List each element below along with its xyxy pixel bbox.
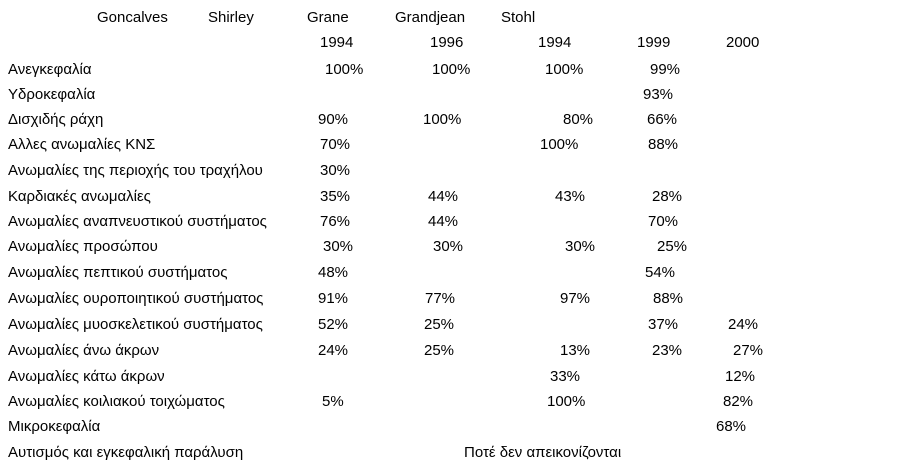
row-label: Ανωμαλίες κοιλιακού τοιχώματος [8, 393, 225, 410]
table-cell: 82% [723, 393, 754, 410]
table-cell: 37% [648, 316, 679, 333]
table-cell: 88% [648, 136, 679, 153]
author-header: Stohl [501, 9, 536, 26]
table-cell: 24% [318, 342, 349, 359]
table-cell: 70% [648, 213, 679, 230]
row-label: Δισχιδής ράχη [8, 111, 104, 128]
year-header: 1994 [320, 34, 354, 51]
author-header: Grane [307, 9, 349, 26]
table-cell: 33% [550, 368, 581, 385]
table-cell: 54% [645, 264, 676, 281]
table-cell: 100% [325, 61, 364, 78]
table-cell: 12% [725, 368, 756, 385]
table-cell: 30% [433, 238, 464, 255]
year-header: 1994 [538, 34, 572, 51]
table-cell: 100% [547, 393, 586, 410]
table-cell: 35% [320, 188, 351, 205]
table-cell: 68% [716, 418, 747, 435]
table-cell: 93% [643, 86, 674, 103]
table-cell: 76% [320, 213, 351, 230]
row-label: Υδροκεφαλία [8, 86, 96, 103]
table-cell: 100% [545, 61, 584, 78]
row-label: Καρδιακές ανωμαλίες [8, 188, 151, 205]
row-label: Αλλες ανωμαλίες ΚΝΣ [8, 136, 156, 153]
table-cell: 66% [647, 111, 678, 128]
row-note: Ποτέ δεν απεικονίζονται [464, 444, 622, 461]
row-label: Ανωμαλίες προσώπου [8, 238, 158, 255]
table-cell: 30% [323, 238, 354, 255]
year-header: 1999 [637, 34, 671, 51]
row-label: Αυτισμός και εγκεφαλική παράλυση [8, 444, 244, 461]
year-header: 2000 [726, 34, 760, 51]
table-cell: 24% [728, 316, 759, 333]
table-cell: 44% [428, 213, 459, 230]
row-label: Ανωμαλίες άνω άκρων [8, 342, 160, 359]
table-cell: 99% [650, 61, 681, 78]
table-cell: 30% [565, 238, 596, 255]
row-label: Ανωμαλίες κάτω άκρων [8, 368, 165, 385]
row-label: Μικροκεφαλία [8, 418, 101, 435]
table-cell: 25% [657, 238, 688, 255]
table-cell: 48% [318, 264, 349, 281]
author-header: Shirley [208, 9, 254, 26]
table-cell: 43% [555, 188, 586, 205]
row-label: Ανεγκεφαλία [8, 61, 92, 78]
table-cell: 13% [560, 342, 591, 359]
table-cell: 30% [320, 162, 351, 179]
table-cell: 90% [318, 111, 349, 128]
table-cell: 25% [424, 316, 455, 333]
table-cell: 91% [318, 290, 349, 307]
table-cell: 100% [432, 61, 471, 78]
table-cell: 44% [428, 188, 459, 205]
table-cell: 88% [653, 290, 684, 307]
table-cell: 70% [320, 136, 351, 153]
table-cell: 80% [563, 111, 594, 128]
row-label: Ανωμαλίες αναπνευστικού συστήματος [8, 213, 267, 230]
row-label: Ανωμαλίες ουροποιητικού συστήματος [8, 290, 264, 307]
table-cell: 97% [560, 290, 591, 307]
table-cell: 100% [423, 111, 462, 128]
row-label: Ανωμαλίες της περιοχής του τραχήλου [8, 162, 263, 179]
row-label: Ανωμαλίες πεπτικού συστήματος [8, 264, 228, 281]
author-header: Goncalves [97, 9, 168, 26]
table-cell: 77% [425, 290, 456, 307]
table-cell: 100% [540, 136, 579, 153]
year-header: 1996 [430, 34, 464, 51]
table-cell: 28% [652, 188, 683, 205]
table-cell: 25% [424, 342, 455, 359]
row-label: Ανωμαλίες μυοσκελετικού συστήματος [8, 316, 263, 333]
author-header: Grandjean [395, 9, 466, 26]
table-cell: 5% [322, 393, 344, 410]
table-cell: 52% [318, 316, 349, 333]
table-cell: 23% [652, 342, 683, 359]
table-cell: 27% [733, 342, 764, 359]
